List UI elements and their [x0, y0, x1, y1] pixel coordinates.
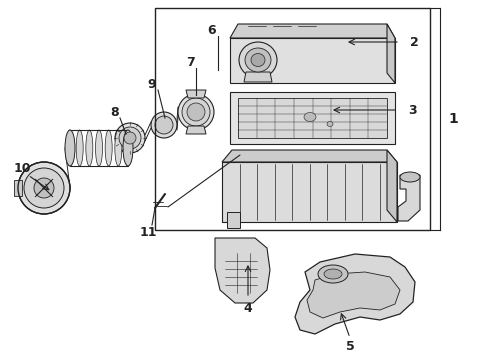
Ellipse shape	[18, 162, 70, 214]
Polygon shape	[186, 90, 206, 98]
Polygon shape	[230, 92, 395, 144]
Polygon shape	[238, 98, 387, 138]
Polygon shape	[387, 150, 397, 222]
Ellipse shape	[239, 42, 277, 78]
Text: 8: 8	[111, 105, 119, 118]
Text: 10: 10	[13, 162, 31, 175]
Polygon shape	[227, 212, 240, 228]
Ellipse shape	[327, 122, 333, 126]
Ellipse shape	[105, 130, 112, 166]
Ellipse shape	[318, 265, 348, 283]
Ellipse shape	[67, 130, 74, 166]
Polygon shape	[186, 126, 206, 134]
Ellipse shape	[400, 172, 420, 182]
Polygon shape	[307, 272, 400, 318]
Ellipse shape	[119, 127, 141, 149]
Bar	[155, 8, 430, 230]
Text: 2: 2	[410, 36, 419, 49]
Ellipse shape	[34, 178, 54, 198]
Text: 6: 6	[208, 23, 216, 36]
Polygon shape	[387, 24, 395, 83]
Polygon shape	[230, 24, 395, 38]
Text: 9: 9	[147, 77, 156, 90]
Polygon shape	[14, 180, 22, 196]
Text: 7: 7	[186, 55, 195, 68]
Text: 1: 1	[448, 112, 458, 126]
Ellipse shape	[124, 132, 136, 144]
Polygon shape	[222, 162, 397, 222]
Ellipse shape	[304, 112, 316, 122]
Polygon shape	[295, 254, 415, 334]
Ellipse shape	[187, 103, 205, 121]
Ellipse shape	[324, 269, 342, 279]
Ellipse shape	[24, 168, 64, 208]
Polygon shape	[215, 238, 270, 303]
Ellipse shape	[178, 94, 214, 130]
Ellipse shape	[65, 130, 75, 166]
Ellipse shape	[155, 116, 173, 134]
Ellipse shape	[115, 130, 122, 166]
Text: 11: 11	[139, 225, 157, 238]
Text: 3: 3	[408, 104, 416, 117]
Polygon shape	[398, 175, 420, 221]
Polygon shape	[244, 72, 272, 82]
Polygon shape	[230, 38, 395, 83]
Ellipse shape	[245, 48, 271, 72]
Ellipse shape	[251, 54, 265, 67]
Ellipse shape	[86, 130, 93, 166]
Ellipse shape	[151, 112, 177, 138]
Ellipse shape	[182, 98, 210, 126]
Text: 5: 5	[345, 339, 354, 352]
Ellipse shape	[76, 130, 83, 166]
Text: 4: 4	[244, 302, 252, 315]
Polygon shape	[222, 150, 397, 162]
Ellipse shape	[96, 130, 102, 166]
Ellipse shape	[124, 130, 131, 166]
Ellipse shape	[123, 130, 133, 166]
Ellipse shape	[115, 123, 145, 153]
